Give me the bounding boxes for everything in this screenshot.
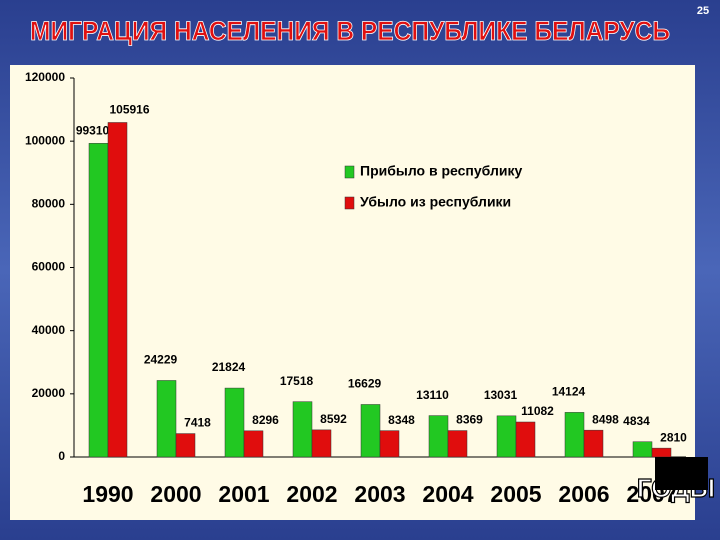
value-label: 8498 [592, 412, 619, 426]
y-tick-label: 40000 [32, 323, 66, 337]
legend-label: Убыло из республики [360, 194, 511, 210]
value-label: 21824 [212, 360, 246, 374]
bar [360, 404, 381, 458]
bar [583, 429, 604, 458]
value-label: 11082 [521, 404, 554, 418]
bar [311, 429, 332, 458]
bar [175, 433, 196, 458]
y-tick-label: 0 [58, 449, 65, 463]
y-tick-label: 60000 [32, 260, 66, 274]
bar [515, 421, 536, 458]
value-label: 13031 [484, 388, 518, 402]
y-tick-label: 80000 [32, 197, 66, 211]
value-label: 8296 [252, 413, 279, 427]
slide-number: 25 [697, 5, 709, 17]
bar [564, 412, 585, 458]
bar [292, 401, 313, 458]
value-label: 4834 [623, 414, 650, 428]
x-tick-label: 2002 [286, 481, 337, 507]
bar [632, 441, 653, 458]
y-tick-label: 20000 [32, 386, 66, 400]
x-tick-label: 2006 [558, 481, 609, 507]
value-label: 8592 [320, 412, 347, 426]
value-label: 2810 [660, 430, 687, 444]
chart-title: МИГРАЦИЯ НАСЕЛЕНИЯ В РЕСПУБЛИКЕ БЕЛАРУСЬ [30, 16, 670, 46]
bar [428, 415, 449, 458]
bar [224, 387, 245, 458]
legend-label: Прибыло в республику [360, 163, 522, 179]
y-tick-label: 100000 [25, 133, 65, 147]
x-tick-label: 2005 [490, 481, 541, 507]
value-label: 13110 [416, 388, 449, 402]
bar [243, 430, 264, 458]
bar [88, 143, 109, 458]
bar [107, 122, 128, 458]
bar [496, 415, 517, 458]
value-label: 105916 [109, 103, 149, 117]
value-label: 14124 [552, 385, 586, 399]
value-label: 99310 [76, 124, 110, 138]
x-tick-label: 2004 [422, 481, 473, 507]
bar [651, 447, 672, 458]
x-tick-label: 2003 [354, 481, 405, 507]
bar [447, 430, 468, 458]
plot: 0 20000 40000 60000 80000 100000 120000 1990 993… [25, 70, 716, 507]
bar [156, 380, 177, 458]
bar [379, 430, 400, 458]
value-label: 7418 [184, 416, 211, 430]
value-label: 17518 [280, 374, 314, 388]
legend-swatch [344, 165, 355, 179]
y-tick-label: 120000 [25, 70, 65, 84]
value-label: 24229 [144, 353, 178, 367]
value-label: 16629 [348, 377, 382, 391]
value-label: 8348 [388, 413, 415, 427]
value-label: 8369 [456, 413, 483, 427]
cover-box [655, 457, 708, 490]
legend-swatch [344, 196, 355, 210]
x-tick-label: 2000 [150, 481, 201, 507]
x-tick-label: 2001 [218, 481, 269, 507]
x-tick-label: 1990 [82, 481, 133, 507]
